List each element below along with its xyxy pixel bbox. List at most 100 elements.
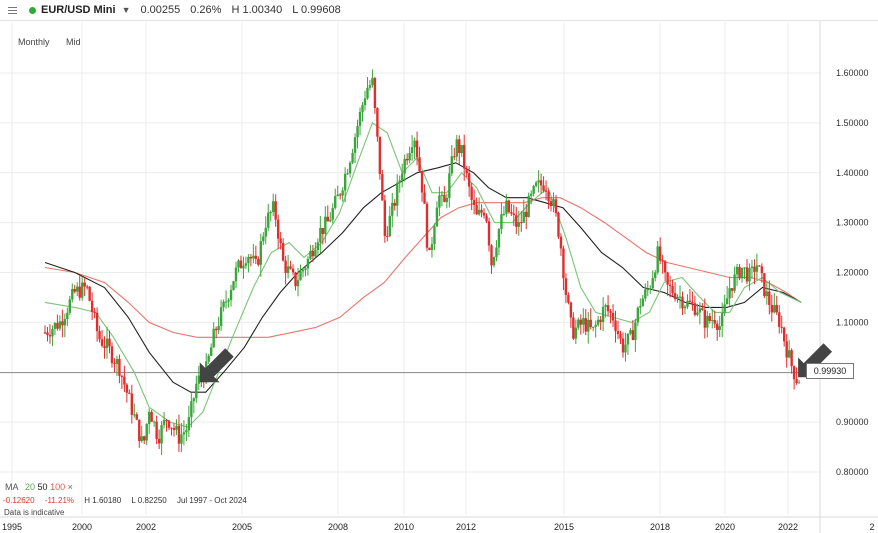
disclaimer: Data is indicative [4,508,65,517]
candle-down [78,286,81,298]
candle-up [316,242,320,250]
candle-up [229,289,233,301]
candle-up [242,265,245,269]
candle-up [450,156,454,174]
y-tick-label: 0.80000 [836,467,869,477]
x-tick-label: 2012 [456,522,476,532]
candle-up [356,126,359,138]
candle-down [239,260,243,269]
candle-up [797,382,801,384]
candle-up [683,306,687,309]
candle-down [120,375,124,377]
candle-up [723,304,726,314]
current-price-label: 0.99930 [806,363,854,379]
candle-down [73,288,76,292]
candle-up [522,211,525,223]
range-low: L 0.82250 [131,496,167,505]
candle-down [467,173,471,187]
candle-down [321,227,325,234]
candle-down [701,308,704,310]
candle-up [361,105,364,112]
candle-down [790,350,793,367]
candle-up [267,212,270,228]
candle-up [195,383,198,399]
timeframe-label[interactable]: Monthly [18,37,50,47]
y-tick-label: 1.30000 [836,218,869,228]
candle-up [105,338,109,348]
x-tick-label: 2008 [328,522,348,532]
x-tick-label: 2 [869,522,874,532]
candle-down [609,311,612,313]
candle-up [582,318,585,325]
candle-down [673,293,677,299]
candle-up [140,436,143,442]
range-high: H 1.60180 [84,496,122,505]
candle-up [175,425,178,430]
hamburger-menu-icon[interactable] [8,6,17,14]
candle-down [795,379,798,383]
candle-up [162,420,166,426]
candle-up [577,319,580,328]
candle-up [634,322,637,340]
candle-down [463,144,466,169]
candle-up [133,414,136,416]
candle-up [81,282,84,298]
candle-down [85,286,89,288]
instrument-name[interactable]: EUR/USD Mini [41,4,116,16]
price-type-label[interactable]: Mid [66,37,81,47]
candle-down [378,136,382,175]
candle-up [787,350,791,358]
candle-up [398,180,401,183]
candle-up [440,194,444,196]
candle-up [341,190,344,196]
candle-up [63,319,67,326]
candle-up [306,258,310,269]
candle-up [743,267,746,269]
candle-down [56,322,59,329]
candle-up [71,288,74,300]
candle-up [430,244,434,250]
candle-up [644,289,647,299]
x-tick-label: 2022 [778,522,798,532]
candle-up [696,312,699,315]
close-icon[interactable]: × [67,482,73,492]
y-tick-label: 1.50000 [836,118,869,128]
candle-up [259,241,263,265]
x-tick-label: 2010 [394,522,414,532]
candle-down [758,265,761,267]
candle-down [567,294,570,303]
candle-up [224,301,228,303]
candle-up [331,207,334,220]
candle-up [185,430,188,433]
chart-header: EUR/USD Mini ▼ 0.00255 0.26% H 1.00340 L… [0,0,878,21]
candle-down [338,194,342,196]
candle-up [477,209,481,215]
candle-up [152,421,156,423]
candle-up [527,195,530,217]
y-tick-label: 1.20000 [836,268,869,278]
candle-down [512,213,516,216]
ma50-label[interactable]: 50 [37,482,48,492]
candle-up [755,265,759,272]
ma100-label[interactable]: 100 [50,482,66,492]
candle-up [237,260,240,268]
candle-up [629,330,632,334]
candle-up [587,319,590,332]
candle-down [693,303,697,315]
y-tick-label: 0.90000 [836,417,869,427]
candle-up [408,153,411,161]
candle-up [147,411,151,424]
candle-up [438,195,441,208]
candle-down [753,266,756,272]
candle-down [658,246,662,261]
candle-down [472,199,476,205]
candle-down [569,302,573,318]
chevron-down-icon[interactable]: ▼ [121,5,131,15]
ma20-label[interactable]: 20 [25,482,36,492]
candle-down [43,332,47,334]
candle-up [115,358,119,364]
x-tick-label: 1995 [2,522,22,532]
candle-down [294,272,297,287]
candle-down [661,260,664,262]
